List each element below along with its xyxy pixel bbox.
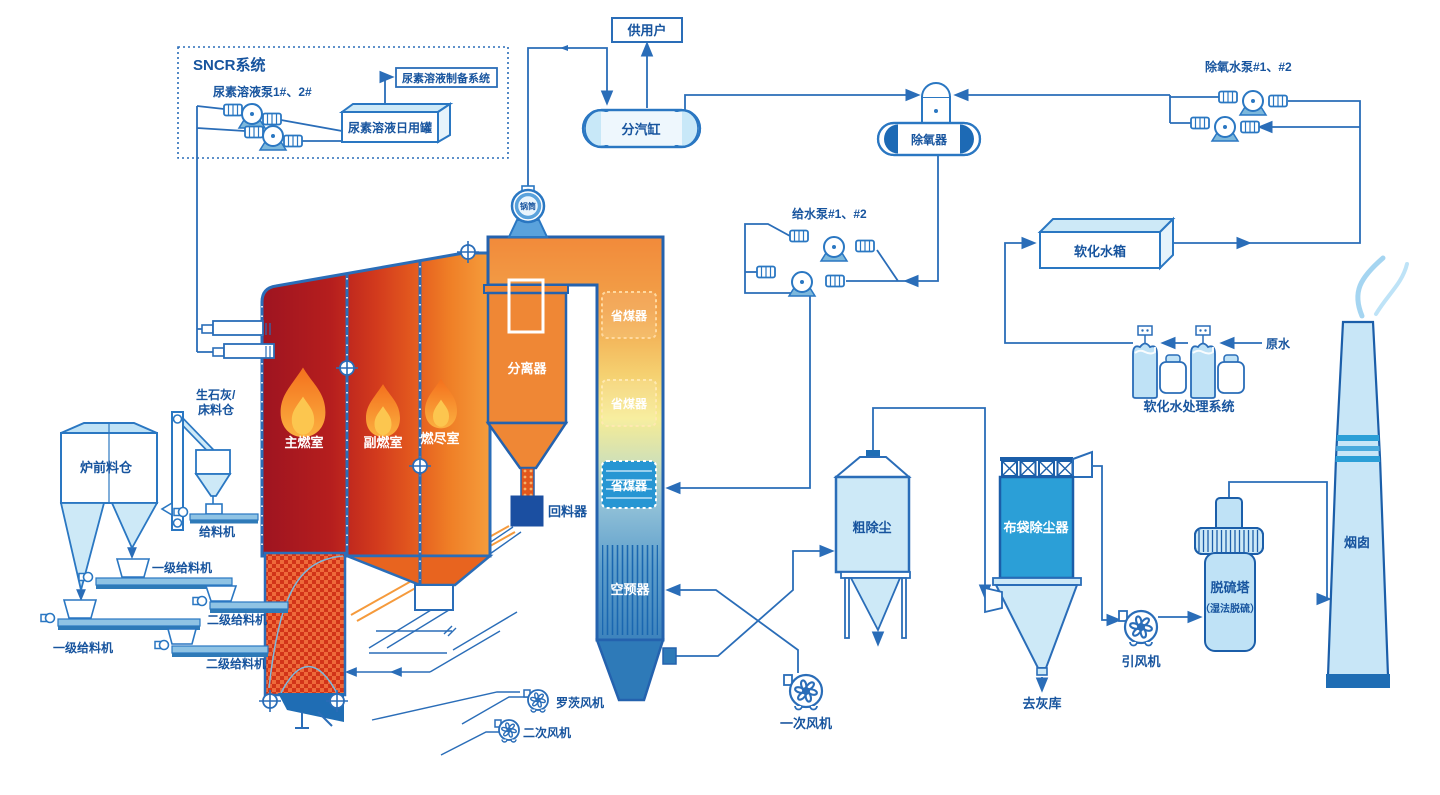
secondary-fan-label: 二次风机 (523, 725, 571, 740)
economizer-label: 省煤器 (610, 396, 648, 411)
smoke-icon (1355, 255, 1386, 319)
id-fan: 引风机 (1119, 611, 1161, 669)
urea-prep-label: 尿素溶液制备系统 (402, 71, 490, 85)
bag-filter-valves (1001, 460, 1074, 477)
boiler-drum: 锅筒 (507, 185, 549, 238)
id-fan-label: 引风机 (1121, 654, 1160, 669)
treatment-tall-bottle (1132, 325, 1158, 399)
deaerator-label: 除氧器 (911, 132, 948, 147)
softened-tank-label: 软化水箱 (1074, 244, 1126, 259)
economizer-label: 省煤器 (610, 308, 648, 323)
urea-pump-2 (244, 125, 303, 151)
furnace: 主燃室 副燃室 燃尽室 (201, 251, 494, 729)
secondary-fan: 二次风机 (495, 720, 571, 742)
sncr-title: SNCR系统 (193, 56, 266, 74)
pipe-network (76, 41, 1361, 756)
front-silo: 炉前料仓 (59, 422, 159, 591)
deaerated-pumps-label: 除氧水泵#1、#2 (1205, 59, 1292, 74)
to-ash-label: 去灰库 (1022, 696, 1061, 711)
coarse-dust-label: 粗除尘 (852, 520, 891, 535)
steam-cylinder-label: 分汽缸 (621, 122, 660, 137)
sncr-boundary (177, 46, 509, 159)
flame-icon (425, 378, 457, 429)
lime-silo: 生石灰/ 床料仓 (160, 387, 236, 531)
raw-water-label: 原水 (1266, 336, 1291, 351)
feedwater-pumps-label: 给水泵#1、#2 (792, 206, 867, 221)
primary-feeder-label: 一级给料机 (53, 640, 113, 655)
secondary-feeder-label: 二级给料机 (206, 656, 266, 671)
lime-silo-label-2: 床料仓 (198, 402, 235, 417)
primary-fan: 一次风机 (780, 675, 832, 731)
primary-feeder-lower: 一级给料机 (40, 599, 201, 655)
deaerator: 除氧器 (876, 82, 982, 157)
urea-tank-label: 尿素溶液日用罐 (348, 120, 432, 135)
treatment-tall-bottle (1190, 325, 1216, 399)
feedwater-pumps: 给水泵#1、#2 (756, 206, 875, 297)
front-silo-label: 炉前料仓 (80, 460, 133, 475)
bucket-elevator (171, 411, 184, 531)
desulf-tower-label: 脱硫塔 (1210, 580, 1250, 595)
secondary-feeder-lower: 二级给料机 (154, 628, 269, 671)
cyclone-separator: 分离器 (483, 278, 569, 499)
flame-icon (366, 384, 400, 437)
urea-daily-tank: 尿素溶液日用罐 (338, 102, 454, 144)
sncr-system: SNCR系统 尿素溶液泵1#、2# 尿素溶液制备系统 尿素溶液日用罐 (177, 46, 509, 159)
roots-fan: 罗茨风机 (524, 690, 604, 712)
lime-silo-label-1: 生石灰/ (196, 387, 236, 402)
separator-standpipe (520, 467, 535, 499)
return-feeder: 回料器 (510, 495, 588, 527)
primary-fan-label: 一次风机 (780, 716, 832, 731)
separator-label: 分离器 (507, 361, 547, 376)
economizer-2: 省煤器 (601, 379, 657, 427)
chimney-label: 烟囱 (1344, 535, 1370, 550)
loop-seal-column (263, 551, 347, 697)
lime-feeder: 给料机 (173, 503, 259, 539)
coarse-dust-collector: 粗除尘 (833, 450, 912, 639)
burnout-chamber-label: 燃尽室 (420, 431, 459, 446)
air-preheater-label: 空预器 (610, 582, 650, 597)
furnace-outlet-box (414, 584, 454, 611)
secondary-feeder-upper: 二级给料机 (192, 585, 289, 627)
urea-pump-1 (223, 103, 282, 129)
sncr-lances (201, 320, 275, 359)
primary-feeder-label: 一级给料机 (152, 560, 212, 575)
flame-icon (280, 367, 326, 437)
drum-label: 锅筒 (519, 201, 536, 211)
treatment-short-bottle (1159, 354, 1187, 394)
chimney: 烟囱 (1326, 255, 1409, 688)
main-chamber-label: 主燃室 (284, 435, 323, 450)
to-users-label: 供用户 (626, 23, 666, 38)
secondary-chamber-label: 副燃室 (363, 435, 402, 450)
return-feeder-label: 回料器 (548, 504, 588, 519)
secondary-feeder-label: 二级给料机 (207, 612, 267, 627)
air-preheater: 空预器 (602, 545, 658, 635)
softened-water-tank: 软化水箱 (1037, 216, 1176, 271)
backpass-hopper (595, 638, 665, 702)
desulf-note-label: （湿法脱硫） (1200, 602, 1260, 615)
deaerated-water-pumps: 除氧水泵#1、#2 (1190, 59, 1292, 142)
bag-filter: 布袋除尘器 去灰库 (984, 450, 1093, 711)
desulfurization-tower: 脱硫塔 （湿法脱硫） (1194, 497, 1264, 652)
roots-fan-label: 罗茨风机 (556, 695, 604, 710)
to-users-box: 供用户 (611, 17, 683, 43)
bag-filter-label: 布袋除尘器 (1003, 520, 1069, 535)
softened-water-treatment: 软化水处理系统 原水 (1132, 325, 1291, 414)
economizer-1: 省煤器 (601, 291, 657, 339)
primary-feeder-upper: 一级给料机 (78, 558, 233, 589)
feeder-label: 给料机 (199, 524, 235, 539)
urea-prep-box: 尿素溶液制备系统 (395, 67, 498, 88)
steam-cylinder: 分汽缸 (581, 108, 702, 149)
softened-system-label: 软化水处理系统 (1143, 399, 1234, 414)
smoke-icon (1374, 262, 1409, 316)
treatment-short-bottle (1217, 354, 1245, 394)
backpass: 省煤器 省煤器 省煤器 空预器 (486, 235, 677, 702)
urea-pumps-label: 尿素溶液泵1#、2# (213, 84, 312, 99)
economizer-label: 省煤器 (610, 478, 648, 493)
economizer-3: 省煤器 (601, 460, 657, 509)
